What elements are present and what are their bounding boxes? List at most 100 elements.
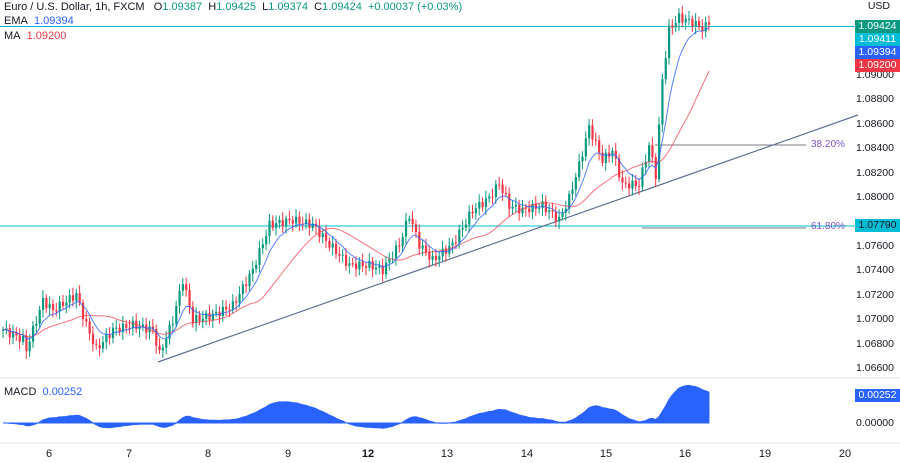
ema-legend[interactable]: EMA 1.09394	[4, 15, 74, 27]
candle-body	[118, 327, 121, 333]
time-axis-label: 16	[678, 448, 692, 460]
candle-body	[205, 313, 208, 319]
candle-body	[514, 204, 518, 207]
high-value: 1.09425	[216, 1, 256, 13]
price-axis-label: 1.07400	[856, 264, 894, 277]
candle-body	[38, 309, 41, 324]
candle-body	[531, 203, 534, 213]
candle-body	[677, 13, 681, 23]
time-axis-label: 14	[520, 448, 534, 460]
ema-price-tag: 1.09411	[855, 33, 900, 46]
candle-body	[687, 18, 691, 20]
candle-body	[121, 323, 125, 333]
time-axis-label: 13	[440, 448, 454, 460]
candle-body	[668, 25, 671, 59]
low-value: 1.09374	[268, 1, 308, 13]
candle-body	[431, 256, 434, 260]
candle-body	[335, 243, 338, 255]
candle-body	[544, 201, 547, 213]
candle-body	[418, 232, 421, 249]
candle-body	[35, 323, 38, 326]
candle-body	[704, 22, 707, 32]
price-axis-label: 1.07600	[856, 239, 894, 252]
candle-body	[434, 256, 438, 260]
macd-axis-zero: 0.00000	[856, 417, 894, 429]
candle-body	[361, 261, 364, 267]
candle-body	[621, 177, 624, 183]
candle-body	[624, 182, 627, 184]
candle-body	[171, 323, 175, 325]
candle-body	[508, 193, 511, 209]
candle-body	[75, 293, 78, 301]
candle-body	[21, 335, 25, 342]
candle-body	[414, 224, 418, 233]
candle-body	[454, 242, 458, 244]
candle-body	[15, 332, 18, 336]
candle-body	[591, 125, 594, 140]
candle-body	[574, 177, 577, 190]
candle-body	[228, 309, 231, 311]
candle-body	[644, 162, 647, 168]
candle-body	[341, 254, 344, 256]
candle-body	[235, 301, 238, 303]
candle-body	[275, 223, 278, 228]
candle-body	[48, 304, 51, 309]
ma-label: MA	[4, 30, 21, 42]
candle-body	[168, 324, 171, 339]
candle-body	[631, 180, 634, 189]
candle-body	[598, 140, 601, 153]
candle-body	[185, 284, 188, 291]
candle-body	[494, 184, 498, 198]
candle-body	[638, 185, 641, 187]
candle-body	[51, 304, 55, 311]
candle-body	[245, 284, 248, 287]
candle-body	[251, 268, 254, 274]
candle-body	[458, 229, 461, 243]
candle-body	[691, 18, 694, 27]
ma-legend[interactable]: MA 1.09200	[4, 30, 66, 42]
candle-body	[115, 327, 118, 329]
candle-body	[374, 267, 378, 270]
candle-body	[2, 329, 5, 331]
candle-body	[364, 266, 368, 268]
candle-body	[398, 245, 401, 247]
price-axis-label: 1.06600	[856, 361, 894, 374]
candle-body	[8, 328, 11, 338]
candle-body	[394, 245, 398, 259]
macd-legend[interactable]: MACD 0.00252	[4, 386, 82, 398]
candle-body	[91, 333, 95, 345]
candle-body	[484, 198, 488, 208]
candle-body	[295, 216, 298, 224]
candle-body	[258, 248, 261, 265]
candle-body	[488, 196, 491, 199]
candle-body	[211, 313, 214, 321]
candle-body	[201, 318, 204, 321]
price-axis-label: 1.06800	[856, 337, 894, 350]
candle-body	[265, 236, 268, 245]
candle-body	[331, 243, 334, 248]
candle-body	[155, 329, 158, 346]
price-axis-label: 1.08600	[856, 117, 894, 130]
candle-body	[411, 218, 414, 225]
candle-body	[421, 245, 424, 249]
candle-body	[28, 341, 31, 352]
candle-body	[548, 210, 551, 213]
candle-body	[694, 21, 697, 27]
macd-area	[2, 384, 710, 429]
candle-body	[55, 310, 58, 312]
macd-tag: 0.00252	[855, 389, 900, 402]
candle-body	[11, 332, 15, 338]
ma-value: 1.09200	[26, 30, 67, 42]
candle-body	[71, 295, 75, 301]
time-axis-label: 12	[361, 448, 375, 460]
time-axis-label: 20	[838, 448, 852, 460]
candle-body	[451, 242, 454, 246]
fib-618-label: 61.80%	[811, 221, 845, 232]
candle-body	[618, 158, 621, 178]
price-axis-label: 1.07200	[856, 288, 894, 301]
candle-body	[661, 79, 664, 125]
candle-body	[408, 218, 411, 221]
candle-body	[684, 18, 687, 23]
